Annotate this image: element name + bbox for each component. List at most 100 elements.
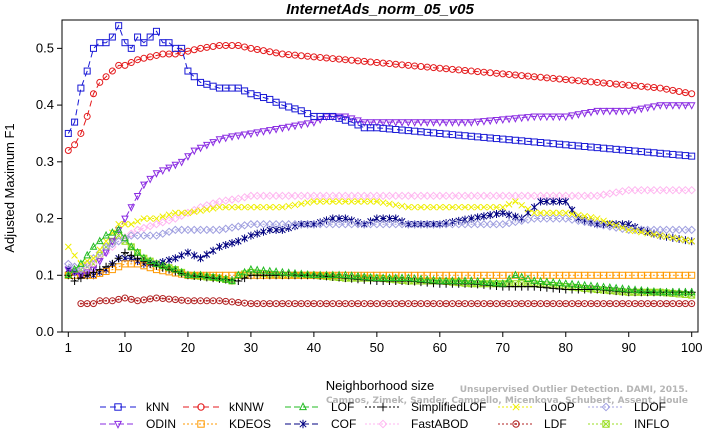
point-dot (86, 302, 89, 305)
data-point (329, 198, 337, 205)
data-point (316, 270, 324, 279)
data-point (83, 269, 91, 278)
data-point (196, 144, 205, 153)
data-point (240, 267, 249, 276)
data-point (404, 273, 413, 282)
y-tick-label: 0.0 (36, 324, 54, 339)
data-point (498, 116, 507, 124)
data-point (102, 73, 110, 81)
data-point (499, 203, 507, 211)
data-point (127, 220, 135, 228)
data-point (461, 300, 469, 308)
data-point (662, 185, 671, 195)
legend-label: LDF (544, 417, 567, 431)
data-point (354, 271, 362, 280)
data-point (259, 191, 268, 201)
data-point (196, 202, 205, 212)
data-point (455, 203, 463, 211)
data-point (158, 218, 167, 227)
data-point (253, 129, 262, 138)
point-dot (470, 302, 473, 305)
point-dot (92, 302, 95, 305)
data-point (391, 119, 400, 127)
data-point (430, 203, 437, 211)
data-point (467, 119, 476, 127)
data-point (304, 300, 312, 308)
data-point (624, 107, 633, 116)
data-point (310, 270, 318, 279)
data-point (681, 185, 690, 195)
data-point (152, 259, 161, 267)
data-point (265, 191, 275, 201)
data-point (536, 214, 545, 223)
data-point (530, 113, 539, 122)
data-point (674, 225, 684, 235)
series-ldf (77, 294, 696, 308)
data-point (624, 225, 633, 235)
data-point (599, 107, 608, 116)
data-point (669, 287, 677, 296)
data-point (662, 102, 671, 110)
data-point (202, 225, 212, 235)
legend-label: SimplifiedLOF (411, 400, 486, 414)
data-point (448, 300, 456, 308)
data-point (96, 246, 104, 254)
data-point (184, 67, 192, 75)
data-point (114, 254, 123, 263)
data-point (208, 199, 218, 208)
data-point (606, 283, 614, 291)
data-point (360, 272, 369, 280)
data-point (234, 270, 243, 279)
point-dot (646, 302, 649, 305)
data-point (486, 117, 495, 126)
data-point (291, 268, 299, 277)
data-point (83, 271, 92, 280)
data-point (335, 270, 343, 279)
data-point (77, 300, 85, 308)
data-point (461, 215, 469, 224)
x-tick-label: 10 (118, 340, 132, 355)
data-point (177, 225, 186, 235)
legend: kNN kNNW LOF SimplifiedLOF LoOP LDOF ODIN KDEOS… (100, 400, 669, 431)
watermark-line: Unsupervised Outlier Detection. DAMI, 20… (460, 385, 688, 395)
data-point (549, 197, 557, 206)
data-point (247, 203, 255, 211)
data-point (241, 43, 249, 51)
data-point (662, 287, 671, 296)
point-dot (268, 302, 271, 305)
point-dot (583, 302, 586, 305)
data-point (209, 204, 217, 212)
data-point (524, 205, 532, 213)
data-point (95, 258, 104, 266)
data-point (492, 191, 501, 201)
data-point (228, 239, 236, 248)
point-dot (457, 302, 460, 305)
data-point (146, 53, 154, 61)
data-point (322, 191, 331, 201)
data-point (278, 267, 287, 276)
data-point (360, 220, 369, 229)
data-point (234, 237, 242, 246)
data-point (121, 61, 129, 69)
data-point (115, 263, 123, 271)
data-point (290, 220, 300, 229)
data-point (485, 220, 495, 229)
data-point (619, 224, 626, 231)
data-point (304, 199, 311, 207)
data-point (121, 220, 129, 228)
data-point (133, 231, 142, 240)
data-point (64, 243, 72, 251)
data-point (687, 185, 696, 195)
data-point (568, 210, 576, 218)
data-point (454, 276, 463, 284)
data-point (637, 185, 646, 195)
point-dot (262, 302, 265, 305)
data-point (524, 114, 532, 122)
data-point (378, 419, 388, 429)
data-point (511, 270, 520, 279)
data-point (322, 220, 331, 229)
plot-frame (61, 19, 699, 333)
data-point (64, 129, 72, 137)
data-point (637, 105, 646, 114)
data-point (543, 113, 551, 122)
